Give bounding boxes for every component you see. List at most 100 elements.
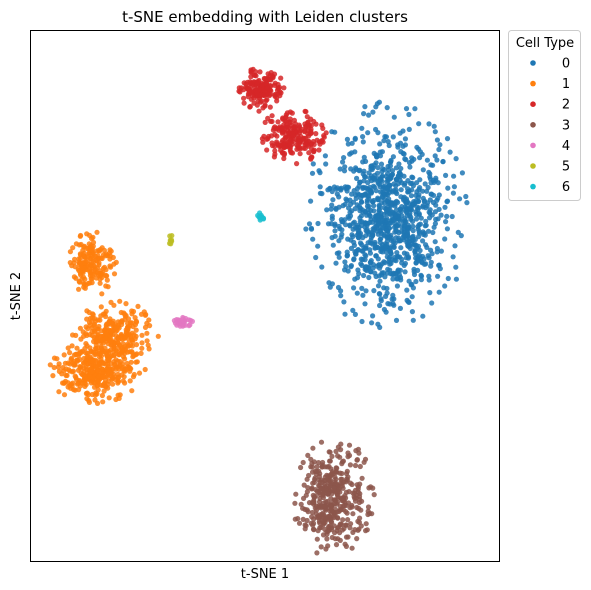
point-cluster-0 xyxy=(429,251,435,257)
point-cluster-2 xyxy=(262,102,268,108)
point-cluster-3 xyxy=(328,507,334,513)
point-cluster-3 xyxy=(324,536,330,542)
point-cluster-0 xyxy=(336,238,342,244)
point-cluster-3 xyxy=(292,500,298,506)
point-cluster-0 xyxy=(408,193,414,199)
chart-title: t-SNE embedding with Leiden clusters xyxy=(122,8,408,26)
point-cluster-0 xyxy=(434,245,440,252)
point-cluster-1 xyxy=(115,392,121,398)
point-cluster-3 xyxy=(326,513,332,519)
point-cluster-1 xyxy=(135,303,141,309)
point-cluster-1 xyxy=(70,332,76,338)
point-cluster-1 xyxy=(88,270,94,276)
point-cluster-1 xyxy=(67,249,73,255)
point-cluster-0 xyxy=(376,262,382,268)
point-cluster-2 xyxy=(276,143,282,149)
point-cluster-0 xyxy=(385,266,391,272)
point-cluster-2 xyxy=(274,98,280,104)
point-cluster-0 xyxy=(375,197,381,203)
point-cluster-1 xyxy=(139,332,145,338)
point-cluster-0 xyxy=(450,190,456,196)
point-cluster-1 xyxy=(99,337,105,343)
point-cluster-0 xyxy=(403,208,409,215)
point-cluster-3 xyxy=(318,544,324,550)
point-cluster-0 xyxy=(330,242,336,248)
point-cluster-0 xyxy=(365,240,371,246)
point-cluster-3 xyxy=(349,481,355,488)
point-cluster-0 xyxy=(347,151,353,157)
point-cluster-0 xyxy=(332,228,338,234)
point-cluster-3 xyxy=(300,516,306,523)
point-cluster-3 xyxy=(352,462,359,469)
point-cluster-3 xyxy=(309,460,315,467)
point-cluster-0 xyxy=(360,292,366,298)
point-cluster-0 xyxy=(394,283,400,289)
point-cluster-1 xyxy=(108,264,114,270)
point-cluster-0 xyxy=(334,250,340,256)
point-cluster-0 xyxy=(426,277,432,283)
point-cluster-0 xyxy=(435,180,441,186)
point-cluster-0 xyxy=(407,164,413,170)
legend-label-4: 4 xyxy=(562,139,570,154)
point-cluster-0 xyxy=(359,285,365,291)
point-cluster-0 xyxy=(383,191,389,197)
point-cluster-3 xyxy=(346,442,353,448)
point-cluster-0 xyxy=(345,141,351,147)
point-cluster-3 xyxy=(292,516,298,522)
point-cluster-0 xyxy=(403,106,410,112)
legend-marker-5 xyxy=(530,163,536,169)
point-cluster-2 xyxy=(303,124,309,130)
point-cluster-0 xyxy=(393,187,399,193)
point-cluster-0 xyxy=(385,206,392,212)
point-cluster-1 xyxy=(108,361,114,367)
point-cluster-0 xyxy=(345,268,351,274)
point-cluster-2 xyxy=(271,154,277,160)
point-cluster-1 xyxy=(87,280,93,286)
point-cluster-1 xyxy=(95,368,101,374)
point-cluster-0 xyxy=(409,180,415,186)
point-cluster-1 xyxy=(95,387,101,393)
point-cluster-2 xyxy=(266,77,272,83)
point-cluster-3 xyxy=(335,524,342,531)
point-cluster-1 xyxy=(103,322,109,328)
point-cluster-1 xyxy=(142,366,148,373)
point-cluster-1 xyxy=(92,397,98,403)
point-cluster-3 xyxy=(333,476,339,482)
point-cluster-1 xyxy=(133,342,140,348)
point-cluster-0 xyxy=(398,208,404,214)
point-cluster-0 xyxy=(449,213,455,220)
point-cluster-0 xyxy=(435,273,441,279)
point-cluster-0 xyxy=(442,204,448,210)
point-cluster-0 xyxy=(405,189,411,195)
point-cluster-1 xyxy=(81,284,87,290)
point-cluster-3 xyxy=(310,445,316,451)
point-cluster-2 xyxy=(254,79,260,85)
point-cluster-0 xyxy=(362,301,368,307)
point-cluster-0 xyxy=(337,186,343,192)
legend-frame xyxy=(508,30,581,201)
point-cluster-0 xyxy=(387,254,393,260)
point-cluster-1 xyxy=(67,350,73,356)
point-cluster-0 xyxy=(417,247,423,254)
point-cluster-3 xyxy=(306,472,312,479)
point-cluster-2 xyxy=(275,119,281,125)
series-0 xyxy=(303,99,470,330)
point-cluster-1 xyxy=(61,392,68,398)
point-cluster-1 xyxy=(86,399,92,405)
point-cluster-0 xyxy=(355,234,361,240)
point-cluster-1 xyxy=(88,380,94,386)
point-cluster-1 xyxy=(122,380,128,386)
series-1 xyxy=(47,229,161,406)
legend-marker-3 xyxy=(530,122,536,128)
point-cluster-0 xyxy=(390,301,396,307)
point-cluster-0 xyxy=(352,135,358,141)
point-cluster-1 xyxy=(61,352,67,358)
point-cluster-2 xyxy=(316,147,322,153)
point-cluster-0 xyxy=(384,270,390,276)
point-cluster-0 xyxy=(391,244,397,250)
point-cluster-1 xyxy=(99,366,105,372)
point-cluster-0 xyxy=(416,234,422,240)
point-cluster-0 xyxy=(374,152,380,158)
point-cluster-0 xyxy=(450,254,456,260)
